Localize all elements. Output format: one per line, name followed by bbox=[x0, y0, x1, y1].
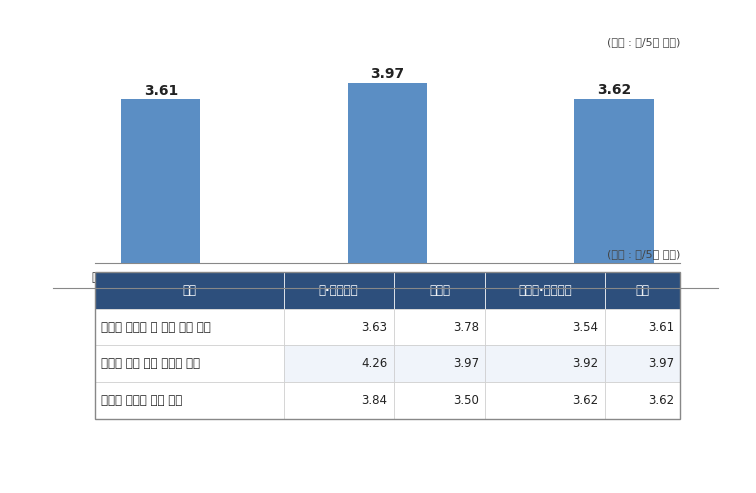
Text: 3.62: 3.62 bbox=[572, 394, 599, 407]
Text: 3.50: 3.50 bbox=[453, 394, 479, 407]
Text: 종합: 종합 bbox=[636, 284, 649, 297]
Text: 업무에 대한 높은 전문성 요구: 업무에 대한 높은 전문성 요구 bbox=[101, 357, 200, 370]
Text: 중기업: 중기업 bbox=[429, 284, 450, 297]
Bar bbox=[605, 382, 680, 419]
Text: 3.97: 3.97 bbox=[648, 357, 674, 370]
Bar bbox=[394, 382, 485, 419]
Bar bbox=[284, 309, 394, 346]
Text: 3.62: 3.62 bbox=[648, 394, 674, 407]
Bar bbox=[575, 99, 654, 263]
Bar bbox=[284, 272, 394, 309]
Text: 새로운 시스템 및 장비 도입 증가: 새로운 시스템 및 장비 도입 증가 bbox=[101, 320, 211, 334]
Bar bbox=[485, 272, 605, 309]
Text: 새로운 직무의 직업 창출: 새로운 직무의 직업 창출 bbox=[101, 394, 182, 407]
Bar bbox=[394, 346, 485, 382]
Bar bbox=[348, 83, 427, 263]
Bar bbox=[284, 346, 394, 382]
Bar bbox=[284, 382, 394, 419]
Text: 3.97: 3.97 bbox=[370, 68, 404, 81]
Text: (단위 : 점/5점 척도): (단위 : 점/5점 척도) bbox=[607, 249, 680, 259]
Text: 3.61: 3.61 bbox=[648, 320, 674, 334]
Bar bbox=[485, 382, 605, 419]
Text: 3.63: 3.63 bbox=[361, 320, 387, 334]
Text: 3.54: 3.54 bbox=[572, 320, 599, 334]
Text: 3.61: 3.61 bbox=[144, 84, 178, 98]
Bar bbox=[605, 346, 680, 382]
Bar bbox=[121, 100, 200, 263]
Text: 3.84: 3.84 bbox=[361, 394, 387, 407]
Text: 3.97: 3.97 bbox=[453, 357, 479, 370]
Text: (단위 : 점/5점 척도): (단위 : 점/5점 척도) bbox=[607, 37, 680, 47]
Text: 4.26: 4.26 bbox=[361, 357, 387, 370]
Bar bbox=[394, 272, 485, 309]
Bar bbox=[485, 309, 605, 346]
Bar bbox=[94, 272, 680, 419]
Bar bbox=[94, 309, 284, 346]
Bar bbox=[94, 346, 284, 382]
Bar bbox=[605, 272, 680, 309]
Bar bbox=[605, 309, 680, 346]
Text: 3.78: 3.78 bbox=[453, 320, 479, 334]
Text: 대·중견기업: 대·중견기업 bbox=[319, 284, 358, 297]
Text: 3.92: 3.92 bbox=[572, 357, 599, 370]
Bar bbox=[485, 346, 605, 382]
Bar bbox=[94, 382, 284, 419]
Bar bbox=[394, 309, 485, 346]
Text: 3.62: 3.62 bbox=[597, 83, 631, 97]
Text: 소기업·소상공인: 소기업·소상공인 bbox=[518, 284, 572, 297]
Bar bbox=[94, 272, 284, 309]
Text: 구분: 구분 bbox=[182, 284, 196, 297]
